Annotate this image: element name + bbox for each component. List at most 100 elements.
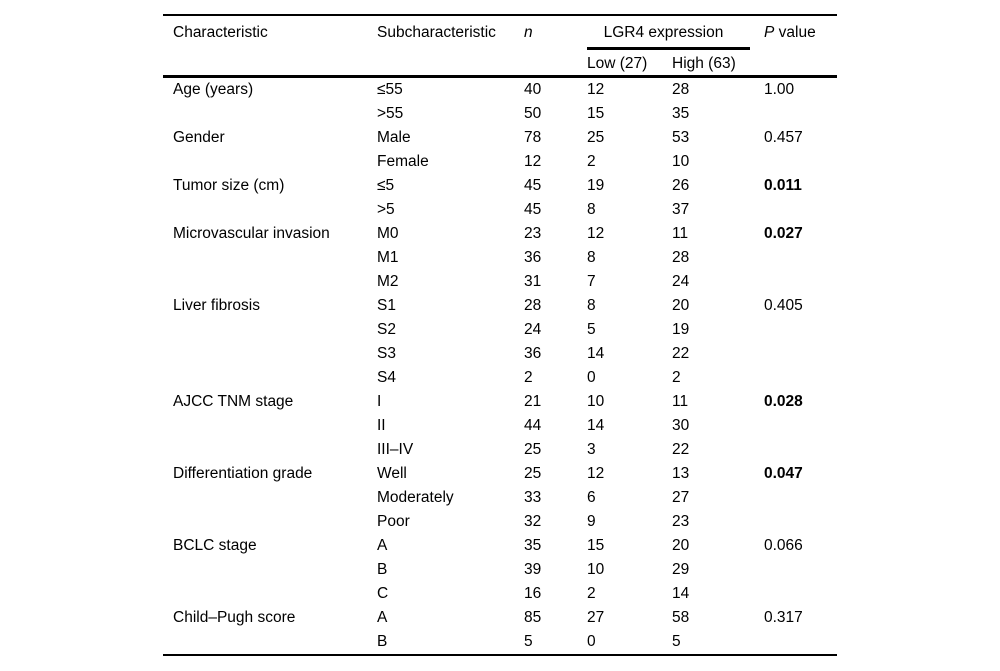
table-row: Moderately 33 6 27 [163,486,837,510]
subcharacteristic-cell: ≤55 [377,80,403,98]
low-expression-cell: 8 [587,248,596,266]
table-row: C 16 2 14 [163,582,837,606]
subcharacteristic-cell: M2 [377,272,399,290]
characteristic-cell [163,630,377,655]
p-value-cell [764,198,837,222]
low-expression-cell: 12 [587,464,605,482]
characteristic-cell: Child–Pugh score [173,608,296,626]
p-value-cell [764,342,837,366]
table-row: II 44 14 30 [163,414,837,438]
p-value-cell [764,438,837,462]
low-expression-cell: 7 [587,272,596,290]
p-value-cell [764,366,837,390]
p-value-cell: 0.457 [764,128,803,146]
table-row: Differentiation grade Well 25 12 13 0.047 [163,462,837,486]
low-expression-cell: 12 [587,80,605,98]
subcharacteristic-cell: III–IV [377,440,414,458]
col-header-p-value: P value [764,15,837,78]
lgr4-expression-table: Characteristic Subcharacteristic n LGR4 … [163,14,837,656]
n-cell: 23 [524,224,542,242]
col-header-high: High (63) [672,51,764,78]
high-expression-cell: 28 [672,80,690,98]
low-expression-cell: 14 [587,416,605,434]
table-row: Microvascular invasion M0 23 12 11 0.027 [163,222,837,246]
characteristic-cell [163,270,377,294]
n-cell: 39 [524,560,542,578]
header-row-secondary: Low (27) High (63) [163,51,837,78]
n-cell: 40 [524,80,542,98]
high-expression-cell: 5 [672,632,681,650]
low-expression-cell: 14 [587,344,605,362]
table-row: S2 24 5 19 [163,318,837,342]
high-expression-cell: 10 [672,152,690,170]
low-expression-cell: 0 [587,368,596,386]
n-cell: 36 [524,344,542,362]
p-value-cell [764,150,837,174]
p-value-cell [764,630,837,655]
subcharacteristic-cell: Moderately [377,488,454,506]
n-cell: 44 [524,416,542,434]
subcharacteristic-cell: Well [377,464,407,482]
n-cell: 45 [524,176,542,194]
n-cell: 36 [524,248,542,266]
characteristic-cell: Gender [173,128,225,146]
table-row: S3 36 14 22 [163,342,837,366]
characteristic-cell: AJCC TNM stage [173,392,294,410]
low-expression-cell: 2 [587,584,596,602]
col-header-low: Low (27) [587,51,672,78]
p-value-cell [764,246,837,270]
subcharacteristic-cell: A [377,608,388,626]
col-header-n: n [524,15,587,78]
characteristic-cell: Microvascular invasion [173,224,330,242]
n-cell: 78 [524,128,542,146]
n-cell: 25 [524,440,542,458]
high-expression-cell: 11 [672,392,689,410]
characteristic-cell [163,486,377,510]
characteristic-cell [163,102,377,126]
high-expression-cell: 26 [672,176,690,194]
p-value-header-rest: value [774,24,816,41]
low-expression-cell: 5 [587,320,596,338]
table-row: S4 2 0 2 [163,366,837,390]
low-expression-cell: 12 [587,224,605,242]
lgr4-expression-spanner-label: LGR4 expression [587,24,750,50]
n-cell: 25 [524,464,542,482]
subcharacteristic-cell: I [377,392,382,410]
characteristic-cell [163,342,377,366]
table-row: Child–Pugh score A 85 27 58 0.317 [163,606,837,630]
subcharacteristic-cell: >5 [377,200,395,218]
characteristic-cell: Liver fibrosis [173,296,260,314]
low-expression-cell: 8 [587,296,596,314]
subcharacteristic-cell: II [377,416,386,434]
table-row: M1 36 8 28 [163,246,837,270]
high-expression-cell: 30 [672,416,690,434]
n-cell: 85 [524,608,542,626]
table-row: B 39 10 29 [163,558,837,582]
n-cell: 24 [524,320,542,338]
n-cell: 50 [524,104,542,122]
table-row: >5 45 8 37 [163,198,837,222]
p-value-cell [764,582,837,606]
high-expression-cell: 22 [672,344,690,362]
low-expression-cell: 3 [587,440,596,458]
table-header: Characteristic Subcharacteristic n LGR4 … [163,15,837,78]
subcharacteristic-cell: M1 [377,248,399,266]
high-expression-cell: 58 [672,608,690,626]
high-expression-cell: 28 [672,248,690,266]
table-row: Gender Male 78 25 53 0.457 [163,126,837,150]
characteristic-cell [163,558,377,582]
n-cell: 28 [524,296,542,314]
characteristic-cell [163,582,377,606]
characteristic-cell [163,198,377,222]
high-expression-cell: 23 [672,512,690,530]
n-cell: 33 [524,488,542,506]
subcharacteristic-cell: Female [377,152,429,170]
table-row: Female 12 2 10 [163,150,837,174]
subcharacteristic-cell: S2 [377,320,396,338]
p-value-cell: 0.066 [764,536,803,554]
table-row: Age (years) ≤55 40 12 28 1.00 [163,76,837,102]
high-expression-cell: 53 [672,128,690,146]
p-value-cell: 0.028 [764,392,803,410]
high-expression-cell: 14 [672,584,690,602]
n-cell: 35 [524,536,542,554]
